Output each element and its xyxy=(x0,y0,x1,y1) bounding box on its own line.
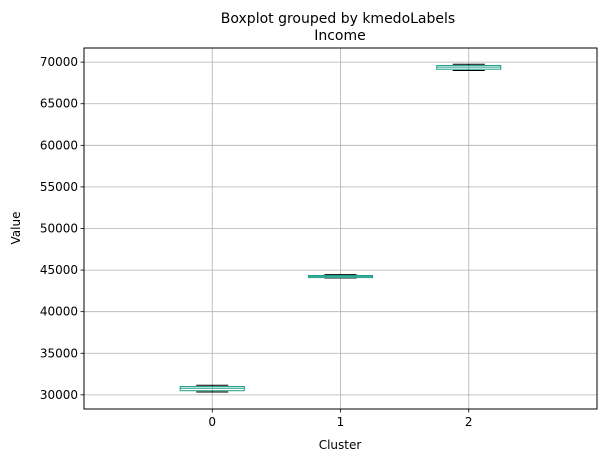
y-tick-label: 70000 xyxy=(40,55,78,69)
y-tick-label: 30000 xyxy=(40,388,78,402)
axis-ticks: 30000 35000 40000 45000 50000 55000 60000 65000… xyxy=(40,55,473,429)
boxes xyxy=(179,63,502,393)
box-cluster-2 xyxy=(436,63,502,71)
figure-suptitle: Boxplot grouped by kmedoLabels xyxy=(221,11,455,27)
grid-lines xyxy=(84,48,597,409)
y-tick-label: 60000 xyxy=(40,138,78,152)
x-axis-label: Cluster xyxy=(319,438,362,452)
y-tick-label: 50000 xyxy=(40,222,78,236)
x-tick-label: 1 xyxy=(337,415,345,429)
x-tick-label: 2 xyxy=(465,415,473,429)
y-tick-label: 55000 xyxy=(40,180,78,194)
y-tick-label: 40000 xyxy=(40,305,78,319)
x-tick-label: 0 xyxy=(208,415,216,429)
y-tick-label: 65000 xyxy=(40,97,78,111)
box-cluster-1 xyxy=(307,274,374,279)
y-tick-label: 45000 xyxy=(40,263,78,277)
box-cluster-0 xyxy=(179,384,245,393)
y-axis-label: Value xyxy=(9,212,23,245)
subplot-title: Income xyxy=(314,28,366,44)
y-tick-label: 35000 xyxy=(40,346,78,360)
